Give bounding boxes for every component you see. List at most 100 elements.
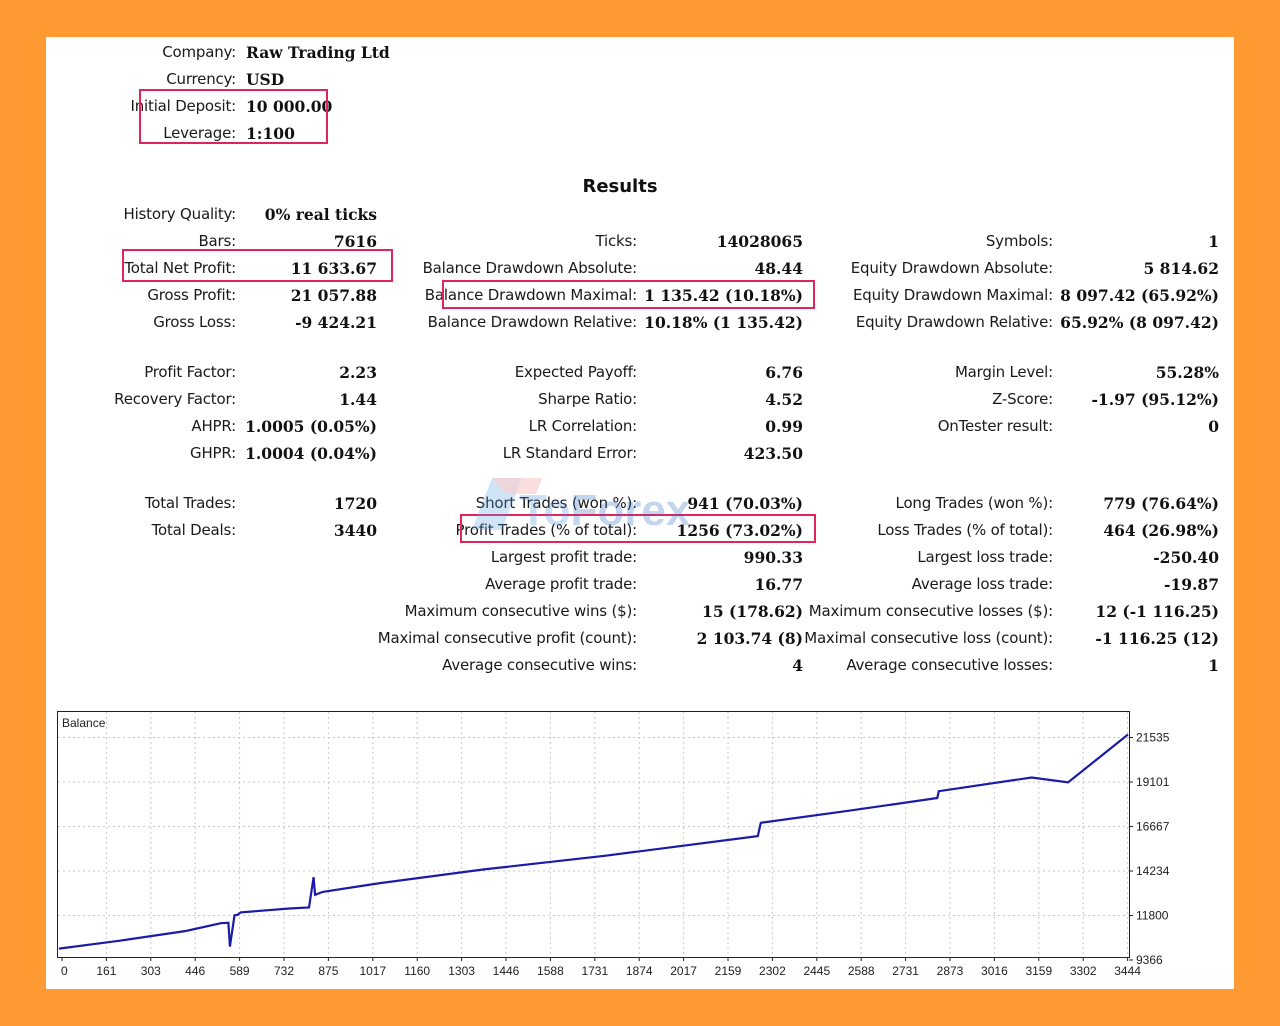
company-value: Raw Trading Ltd: [246, 43, 390, 62]
col2-label-11: Average profit trade:: [485, 575, 637, 593]
col3-value-0: 1: [1208, 232, 1219, 251]
col1-value-4: -9 424.21: [295, 313, 377, 332]
col1-label-4: Gross Loss:: [153, 313, 236, 331]
chart-grid: [58, 712, 1129, 957]
col1-value-9: 1720: [333, 494, 377, 513]
col2-value-13: 2 103.74 (8): [696, 629, 803, 648]
x-tick-label: 1017: [359, 964, 386, 978]
x-tick-label: 1588: [537, 964, 564, 978]
col3-label-10: Average loss trade:: [911, 575, 1054, 593]
col1-value-8: 1.0004 (0.04%): [245, 444, 377, 463]
x-tick-label: 2445: [803, 964, 830, 978]
col1-label-8: GHPR:: [190, 444, 236, 462]
x-tick-label: 2731: [892, 964, 919, 978]
x-tick-label: 446: [185, 964, 205, 978]
col3-value-2: 8 097.42 (65.92%): [1060, 286, 1219, 305]
highlight-profit-trades: [460, 514, 816, 543]
col3-label-6: OnTester result:: [937, 417, 1054, 435]
col2-value-8: 941 (70.03%): [687, 494, 803, 513]
col2-label-2: Balance Drawdown Maximal:: [424, 286, 637, 304]
col2-value-4: 6.76: [765, 363, 803, 382]
col2-value-5: 4.52: [765, 390, 803, 409]
chart-title: Balance: [62, 716, 106, 730]
x-tick-label: 732: [274, 964, 294, 978]
x-tick-label: 2159: [715, 964, 742, 978]
results-title: Results: [582, 176, 658, 197]
col3-value-3: 65.92% (8 097.42): [1060, 313, 1219, 332]
col2-label-3: Balance Drawdown Relative:: [427, 313, 638, 331]
x-tick-label: 0: [61, 964, 68, 978]
y-tick-label: 9366: [1136, 953, 1163, 967]
col2-label-1: Balance Drawdown Absolute:: [422, 259, 638, 277]
x-tick-label: 3159: [1025, 964, 1052, 978]
col2-value-1: 48.44: [754, 259, 803, 278]
col1-value-6: 1.44: [339, 390, 377, 409]
x-tick-label: 3302: [1070, 964, 1097, 978]
x-tick-label: 2017: [670, 964, 697, 978]
col2-label-8: Short Trades (won %):: [475, 494, 637, 512]
y-tick-label: 19101: [1136, 775, 1170, 789]
watermark-icon: [472, 478, 542, 530]
chart-frame: [57, 711, 1130, 958]
col3-value-5: -1.97 (95.12%): [1091, 390, 1219, 409]
col3-label-2: Equity Drawdown Maximal:: [852, 286, 1053, 304]
col2-label-13: Maximal consecutive profit (count):: [377, 629, 637, 647]
col1-label-0: History Quality:: [123, 205, 237, 223]
x-tick-label: 2302: [759, 964, 786, 978]
y-tick-label: 11800: [1136, 909, 1169, 923]
x-tick-label: 1731: [581, 964, 608, 978]
col1-label-10: Total Deals:: [151, 521, 237, 539]
col3-value-7: 779 (76.64%): [1103, 494, 1219, 513]
y-tick-label: 21535: [1136, 731, 1170, 745]
report-panel: [46, 37, 1234, 989]
col2-value-12: 15 (178.62): [702, 602, 803, 621]
col3-label-11: Maximum consecutive losses ($):: [808, 602, 1053, 620]
col1-value-5: 2.23: [339, 363, 377, 382]
col1-label-6: Recovery Factor:: [114, 390, 236, 408]
col3-label-4: Margin Level:: [954, 363, 1053, 381]
col3-value-12: -1 116.25 (12): [1095, 629, 1219, 648]
initial-deposit-value: 10 000.00: [246, 97, 333, 116]
x-tick-label: 2588: [848, 964, 875, 978]
col3-value-11: 12 (-1 116.25): [1095, 602, 1219, 621]
col2-value-2: 1 135.42 (10.18%): [644, 286, 803, 305]
col3-value-8: 464 (26.98%): [1103, 521, 1219, 540]
col2-value-14: 4: [792, 656, 803, 675]
balance-chart: Balance 0 161 303 446 589 732 875 1017 1160 1303 1…: [57, 711, 1170, 978]
col2-label-10: Largest profit trade:: [490, 548, 637, 566]
highlight-deposit-leverage: [139, 89, 328, 144]
col3-label-3: Equity Drawdown Relative:: [855, 313, 1053, 331]
col1-label-1: Bars:: [198, 232, 236, 250]
col1-label-7: AHPR:: [191, 417, 236, 435]
col2-value-0: 14028065: [716, 232, 803, 251]
col2-label-7: LR Standard Error:: [502, 444, 638, 462]
leverage-label: Leverage:: [163, 124, 236, 142]
x-tick-label: 1874: [626, 964, 653, 978]
watermark-text-right: Forex: [570, 486, 691, 535]
col3-value-4: 55.28%: [1155, 363, 1219, 382]
y-tick-label: 16667: [1136, 820, 1170, 834]
col1-label-3: Gross Profit:: [147, 286, 236, 304]
col2-label-0: Ticks:: [595, 232, 638, 250]
col3-label-5: Z-Score:: [992, 390, 1053, 408]
col3-value-6: 0: [1208, 417, 1219, 436]
col2-value-7: 423.50: [743, 444, 803, 463]
y-tick-label: 14234: [1136, 864, 1170, 878]
highlight-balance-drawdown-maximal: [442, 280, 815, 309]
currency-value: USD: [246, 70, 285, 89]
watermark-logo: [462, 470, 552, 540]
col1-label-2: Total Net Profit:: [124, 259, 236, 277]
x-tick-label: 3444: [1114, 964, 1141, 978]
leverage-value: 1:100: [246, 124, 295, 143]
col3-label-9: Largest loss trade:: [917, 548, 1053, 566]
col3-label-12: Maximal consecutive loss (count):: [804, 629, 1053, 647]
x-tick-label: 1303: [448, 964, 475, 978]
col1-label-5: Profit Factor:: [144, 363, 236, 381]
x-tick-label: 161: [96, 964, 116, 978]
col3-value-13: 1: [1208, 656, 1219, 675]
col2-value-3: 10.18% (1 135.42): [644, 313, 803, 332]
balance-series-line: [58, 733, 1129, 950]
col1-value-7: 1.0005 (0.05%): [245, 417, 377, 436]
x-tick-label: 3016: [981, 964, 1008, 978]
x-tick-label: 589: [230, 964, 250, 978]
